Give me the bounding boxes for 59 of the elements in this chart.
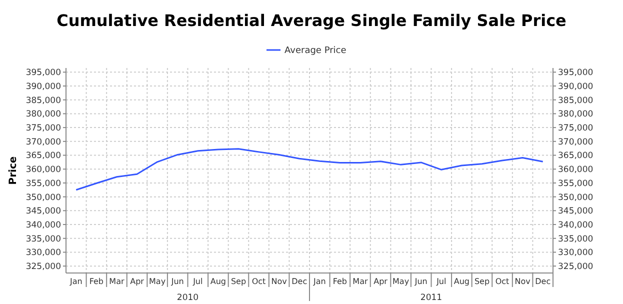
y-tick-label: 335,000	[26, 234, 61, 244]
y2-tick-label: 395,000	[558, 68, 594, 78]
y-tick-label: 370,000	[26, 137, 61, 148]
y2-tick-label: 345,000	[558, 206, 594, 217]
x-tick-label: Dec	[292, 277, 308, 286]
x-tick-label: Feb	[89, 277, 104, 286]
y2-tick-label: 330,000	[558, 248, 594, 258]
y-axis-title: Price	[8, 156, 19, 185]
y-tick-label: 380,000	[26, 110, 61, 120]
x-tick-label: Jan	[312, 277, 326, 286]
y2-tick-label: 335,000	[558, 234, 594, 244]
y-tick-label: 345,000	[26, 206, 61, 217]
y-tick-label: 395,000	[26, 68, 61, 78]
y-tick-label: 360,000	[26, 165, 61, 176]
y2-tick-label: 340,000	[558, 220, 594, 230]
y2-tick-label: 350,000	[558, 192, 594, 203]
y2-tick-label: 385,000	[558, 96, 594, 106]
y2-tick-label: 360,000	[558, 165, 594, 176]
x-tick-label: Aug	[210, 277, 226, 286]
x-tick-label: Sep	[230, 277, 246, 286]
chart-title: Cumulative Residential Average Single Family Sale Price	[56, 11, 567, 30]
x-tick-label: Jun	[414, 277, 428, 286]
x-tick-label: Nov	[271, 277, 288, 286]
x-tick-label: Apr	[130, 277, 145, 286]
y-tick-label: 350,000	[26, 192, 61, 203]
y-tick-label: 385,000	[26, 96, 61, 106]
y2-tick-label: 375,000	[558, 124, 594, 134]
y-tick-label: 330,000	[26, 248, 61, 258]
y-tick-label: 325,000	[26, 262, 61, 272]
x-tick-label: Oct	[495, 277, 510, 286]
x-tick-label: Jan	[68, 277, 82, 286]
x-tick-label: Sep	[474, 277, 490, 286]
x-tick-label: May	[392, 277, 410, 286]
x-tick-label: Jul	[192, 277, 203, 286]
x-tick-label: Jun	[170, 277, 184, 286]
x-tick-label: Mar	[352, 277, 368, 286]
x-tick-label: Mar	[109, 277, 125, 286]
legend-label: Average Price	[284, 46, 347, 56]
y2-tick-label: 365,000	[558, 151, 594, 162]
text: 2010	[176, 293, 199, 303]
y-tick-label: 365,000	[26, 151, 61, 162]
x-tick-label: Aug	[454, 277, 470, 286]
x-tick-label: Feb	[332, 277, 348, 286]
y2-tick-label: 325,000	[558, 262, 594, 272]
y-tick-label: 355,000	[26, 178, 61, 189]
x-tick-label: Dec	[535, 277, 551, 286]
x-tick-label: Oct	[252, 277, 266, 286]
text: 2011	[420, 293, 442, 303]
x-tick-label: Jul	[436, 277, 446, 286]
x-tick-label: Apr	[374, 277, 388, 286]
x-tick-label: May	[149, 277, 166, 286]
x-tick-label: Nov	[514, 277, 531, 286]
y-tick-label: 375,000	[26, 124, 61, 134]
y-tick-label: 390,000	[26, 82, 61, 92]
y2-tick-label: 380,000	[558, 110, 594, 120]
y-tick-label: 340,000	[26, 220, 61, 230]
y2-tick-label: 390,000	[558, 82, 594, 92]
y2-tick-label: 355,000	[558, 178, 594, 189]
y2-tick-label: 370,000	[558, 137, 594, 148]
